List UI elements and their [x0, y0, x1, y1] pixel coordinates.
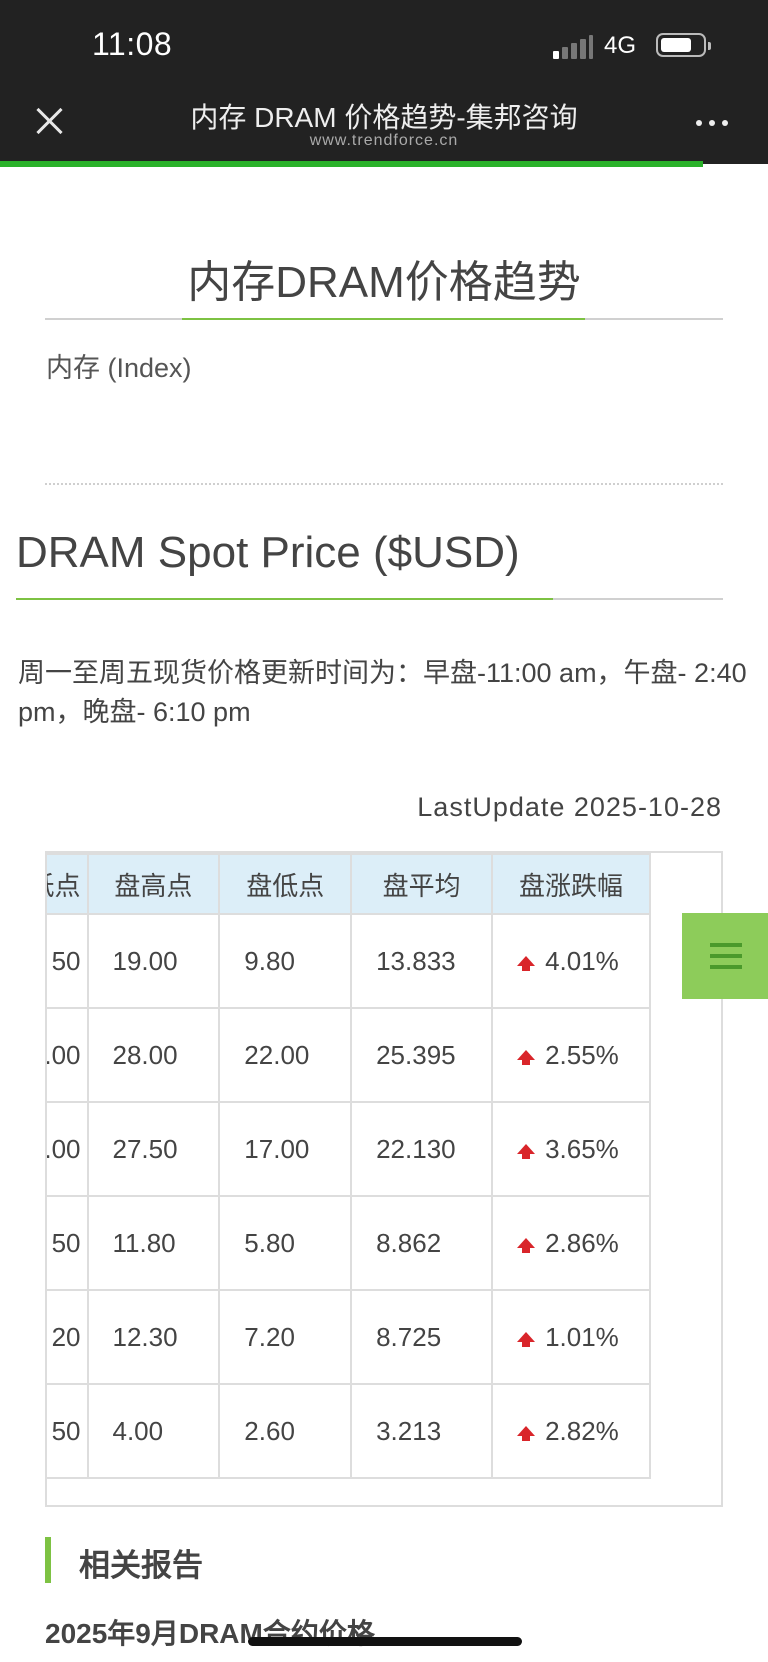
heading-underline	[182, 318, 585, 320]
dotted-divider	[45, 483, 723, 485]
change-value: 2.82%	[545, 1415, 619, 1446]
cell-session-low: 22.00	[218, 1007, 353, 1103]
change-value: 4.01%	[545, 945, 619, 976]
cell-low: 0.00	[47, 1101, 89, 1197]
signal-icon	[553, 35, 593, 59]
index-label: 内存 (Index)	[46, 353, 192, 383]
page-heading: 内存DRAM价格趋势	[187, 258, 581, 307]
cell-session-high: 11.80	[86, 1195, 221, 1291]
change-value: 2.86%	[545, 1227, 619, 1258]
up-arrow-icon	[517, 1237, 536, 1253]
table-row: 50 11.80 5.80 8.862 2.86%	[47, 1195, 651, 1291]
more-options-icon[interactable]	[696, 112, 736, 132]
change-value: 3.65%	[545, 1133, 619, 1164]
spot-heading-underline	[16, 598, 553, 600]
cell-low: 50	[47, 1383, 89, 1479]
up-arrow-icon	[517, 1331, 536, 1347]
change-value: 2.55%	[545, 1039, 619, 1070]
up-arrow-icon	[517, 1049, 536, 1065]
cell-change: 2.86%	[491, 1195, 651, 1291]
cell-session-high: 12.30	[86, 1289, 221, 1385]
cell-session-low: 7.20	[218, 1289, 353, 1385]
browser-page-title: 内存 DRAM 价格趋势-集邦咨询	[190, 102, 578, 133]
cell-change: 1.01%	[491, 1289, 651, 1385]
cell-session-low: 17.00	[218, 1101, 353, 1197]
table-header-row: 低点 盘高点 盘低点 盘平均 盘涨跌幅	[47, 853, 651, 915]
cell-session-average: 8.862	[350, 1195, 494, 1291]
cell-change: 2.82%	[491, 1383, 651, 1479]
cell-session-average: 22.130	[350, 1101, 494, 1197]
column-header[interactable]: 低点	[47, 853, 89, 915]
cell-low: 5.00	[47, 1007, 89, 1103]
table-row: 0.00 27.50 17.00 22.130 3.65%	[47, 1101, 651, 1197]
cell-change: 4.01%	[491, 913, 651, 1009]
spot-price-heading: DRAM Spot Price ($USD)	[16, 528, 520, 577]
column-header[interactable]: 盘低点	[218, 853, 353, 915]
update-schedule-text: 周一至周五现货价格更新时间为：早盘-11:00 am，午盘- 2:40 pm，晚…	[18, 658, 747, 727]
table-row: 50 4.00 2.60 3.213 2.82%	[47, 1383, 651, 1479]
browser-title-bar: 内存 DRAM 价格趋势-集邦咨询 www.trendforce.cn	[0, 84, 768, 164]
browser-domain: www.trendforce.cn	[309, 132, 459, 149]
section-accent-bar	[45, 1537, 51, 1583]
battery-icon	[656, 33, 711, 57]
menu-toggle-button[interactable]	[682, 913, 768, 999]
up-arrow-icon	[517, 955, 536, 971]
up-arrow-icon	[517, 1425, 536, 1441]
cell-session-average: 25.395	[350, 1007, 494, 1103]
cell-session-high: 27.50	[86, 1101, 221, 1197]
related-reports-heading: 相关报告	[79, 1548, 203, 1583]
cell-session-average: 3.213	[350, 1383, 494, 1479]
load-progress-bar	[0, 161, 703, 167]
table-row: 20 12.30 7.20 8.725 1.01%	[47, 1289, 651, 1385]
network-type: 4G	[604, 32, 637, 59]
column-header[interactable]: 盘平均	[350, 853, 494, 915]
report-link[interactable]: 2025年9月DRAM合约价格	[45, 1618, 375, 1649]
cell-session-high: 28.00	[86, 1007, 221, 1103]
table-row: 5.00 28.00 22.00 25.395 2.55%	[47, 1007, 651, 1103]
column-header[interactable]: 盘涨跌幅	[491, 853, 651, 915]
status-bar: 11:08 4G	[0, 0, 768, 84]
status-time: 11:08	[92, 26, 173, 62]
column-header[interactable]: 盘高点	[86, 853, 221, 915]
cell-low: 50	[47, 1195, 89, 1291]
home-indicator[interactable]	[248, 1637, 522, 1646]
cell-session-average: 8.725	[350, 1289, 494, 1385]
cell-change: 3.65%	[491, 1101, 651, 1197]
cell-change: 2.55%	[491, 1007, 651, 1103]
cell-session-low: 5.80	[218, 1195, 353, 1291]
cell-session-low: 9.80	[218, 913, 353, 1009]
table-row: 50 19.00 9.80 13.833 4.01%	[47, 913, 651, 1009]
cell-session-low: 2.60	[218, 1383, 353, 1479]
cell-session-average: 13.833	[350, 913, 494, 1009]
cell-session-high: 19.00	[86, 913, 221, 1009]
spot-price-table[interactable]: 低点 盘高点 盘低点 盘平均 盘涨跌幅 50 19.00 9.80 13.833…	[45, 851, 723, 1507]
up-arrow-icon	[517, 1143, 536, 1159]
cell-session-high: 4.00	[86, 1383, 221, 1479]
change-value: 1.01%	[545, 1321, 619, 1352]
cell-low: 50	[47, 913, 89, 1009]
last-update: LastUpdate 2025-10-28	[417, 792, 722, 822]
cell-low: 20	[47, 1289, 89, 1385]
